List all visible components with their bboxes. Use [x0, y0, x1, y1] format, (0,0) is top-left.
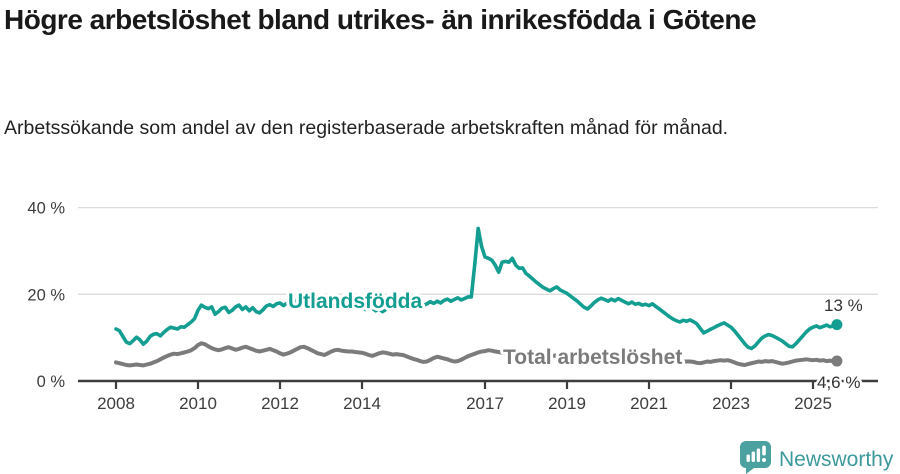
x-tick-label: 2021 [630, 394, 668, 413]
x-axis [78, 379, 878, 389]
x-tick-label: 2017 [466, 394, 504, 413]
total-line [114, 341, 839, 368]
newsworthy-wordmark: Newsworthy [779, 448, 894, 471]
newsworthy-logo[interactable]: Newsworthy [740, 441, 894, 474]
x-tick-label: 2010 [179, 394, 217, 413]
utlandsfodda-series-label: Utlandsfödda [288, 290, 422, 313]
utlandsfodda-line [114, 226, 839, 351]
gridlines [78, 206, 878, 295]
y-tick-label: 20 % [27, 286, 65, 304]
y-tick-label: 0 % [37, 373, 66, 391]
x-tick-label: 2014 [343, 394, 381, 413]
page-subtitle: Arbetssökande som andel av den registerb… [4, 117, 729, 139]
series-labels: Utlandsfödda 13 % Total arbetslöshet 4,6 % [285, 287, 865, 395]
x-tick-label: 2008 [97, 394, 135, 413]
y-axis-labels: 40 % 20 % 0 % [27, 200, 65, 391]
total-series-label: Total arbetslöshet [503, 346, 682, 369]
series-end-dots [831, 319, 843, 367]
x-tick-label: 2023 [712, 394, 750, 413]
y-tick-label: 40 % [27, 200, 65, 218]
utlandsfodda-end-dot [831, 319, 843, 331]
x-axis-labels: 2008 2010 2012 2014 2017 2019 2021 2023 2025 [97, 394, 832, 413]
series-lines [114, 226, 839, 368]
total-end-value-label: 4,6 % [817, 373, 860, 392]
bar-chart-speech-bubble-icon [740, 441, 771, 474]
x-tick-label: 2025 [794, 394, 832, 413]
page-title: Högre arbetslöshet bland utrikes- än inr… [4, 4, 757, 35]
x-tick-label: 2019 [548, 394, 586, 413]
utlandsfodda-end-value-label: 13 % [824, 296, 863, 315]
total-end-dot [831, 355, 843, 367]
x-tick-label: 2012 [261, 394, 299, 413]
